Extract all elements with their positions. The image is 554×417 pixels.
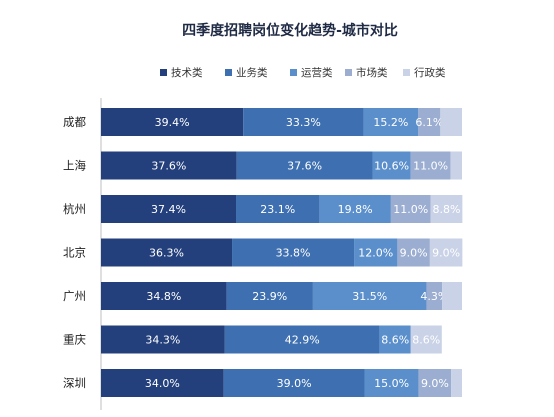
data-label: 37.6% <box>287 160 322 173</box>
bar-segment <box>397 238 430 267</box>
bar-segment <box>101 195 237 223</box>
data-label: 12.0% <box>358 247 393 260</box>
bar-segment <box>312 282 427 310</box>
legend-swatch <box>160 69 167 76</box>
data-label: 9.0% <box>400 247 428 260</box>
data-label: 34.8% <box>146 290 181 303</box>
bar-segment <box>364 369 419 397</box>
bar-segment <box>319 195 391 223</box>
data-label: 10.6% <box>374 160 409 173</box>
bar-segment <box>232 238 355 267</box>
legend-label: 市场类 <box>356 66 388 79</box>
category-label: 深圳 <box>63 376 86 390</box>
bar-segment <box>101 282 227 310</box>
chart-legend: 技术类 业务类 运营类 市场类 行政类 <box>160 66 446 79</box>
data-label: 8.6% <box>381 334 409 347</box>
bar-segment <box>224 325 380 354</box>
bar-segment <box>426 282 443 310</box>
category-label: 重庆 <box>63 333 86 347</box>
bar-segment <box>226 282 313 310</box>
bar-segment <box>101 369 224 397</box>
data-label: 39.0% <box>277 377 312 390</box>
bars-group: 39.4% 33.3% 15.2% 6.1% 37.6% 37.6% 10.6% 11.0% 3… <box>101 108 463 397</box>
data-label: 8.8% <box>433 203 461 216</box>
data-label: 37.6% <box>151 160 186 173</box>
legend-swatch <box>225 69 232 76</box>
data-label: 37.4% <box>151 203 186 216</box>
legend-swatch <box>290 69 297 76</box>
bar-segment <box>101 325 225 354</box>
data-label: 15.0% <box>374 377 409 390</box>
data-label: 33.3% <box>286 116 321 129</box>
legend-label: 业务类 <box>236 66 268 79</box>
data-label: 9.0% <box>421 377 449 390</box>
bar-segment <box>101 238 233 267</box>
bar-segment <box>390 195 431 223</box>
category-label: 杭州 <box>63 202 86 216</box>
bar-segment <box>440 108 462 136</box>
data-label: 6.1% <box>415 116 443 129</box>
chart-title: 四季度招聘岗位变化趋势-城市对比 <box>182 22 398 39</box>
bar-segment <box>450 151 462 180</box>
data-label: 19.8% <box>338 203 373 216</box>
data-label: 33.8% <box>276 247 311 260</box>
data-label: 15.2% <box>373 116 408 129</box>
data-label: 42.9% <box>285 334 320 347</box>
category-label: 成都 <box>63 115 86 129</box>
data-label: 31.5% <box>352 290 387 303</box>
category-label: 北京 <box>63 246 86 260</box>
data-label: 34.0% <box>145 377 180 390</box>
data-label: 4.3% <box>420 290 448 303</box>
data-label: 23.1% <box>260 203 295 216</box>
legend-swatch <box>345 69 352 76</box>
bar-segment <box>430 195 463 223</box>
bar-segment <box>243 108 364 136</box>
bar-segment <box>372 151 411 180</box>
bar-segment <box>410 151 451 180</box>
category-label: 广州 <box>63 289 86 303</box>
bar-segment <box>418 369 452 397</box>
bar-segment <box>101 151 237 180</box>
bar-segment <box>363 108 419 136</box>
data-label: 9.0% <box>432 247 460 260</box>
category-label: 上海 <box>63 159 86 173</box>
data-label: 11.0% <box>393 203 428 216</box>
legend-label: 行政类 <box>414 66 446 79</box>
data-label: 11.0% <box>413 160 448 173</box>
data-label: 8.6% <box>412 334 440 347</box>
bar-segment <box>442 282 462 310</box>
data-label: 36.3% <box>149 247 184 260</box>
bar-segment <box>236 151 373 180</box>
bar-segment <box>451 369 462 397</box>
data-label: 34.3% <box>145 334 180 347</box>
legend-label: 技术类 <box>171 66 203 79</box>
legend-label: 运营类 <box>301 66 333 79</box>
bar-segment <box>101 108 244 136</box>
data-label: 39.4% <box>155 116 190 129</box>
bar-segment <box>379 325 411 354</box>
bar-segment <box>354 238 398 267</box>
bar-segment <box>429 238 463 267</box>
bar-segment <box>236 195 320 223</box>
bar-segment <box>410 325 442 354</box>
bar-segment <box>223 369 365 397</box>
data-label: 23.9% <box>252 290 287 303</box>
bar-segment <box>418 108 441 136</box>
legend-swatch <box>403 69 410 76</box>
